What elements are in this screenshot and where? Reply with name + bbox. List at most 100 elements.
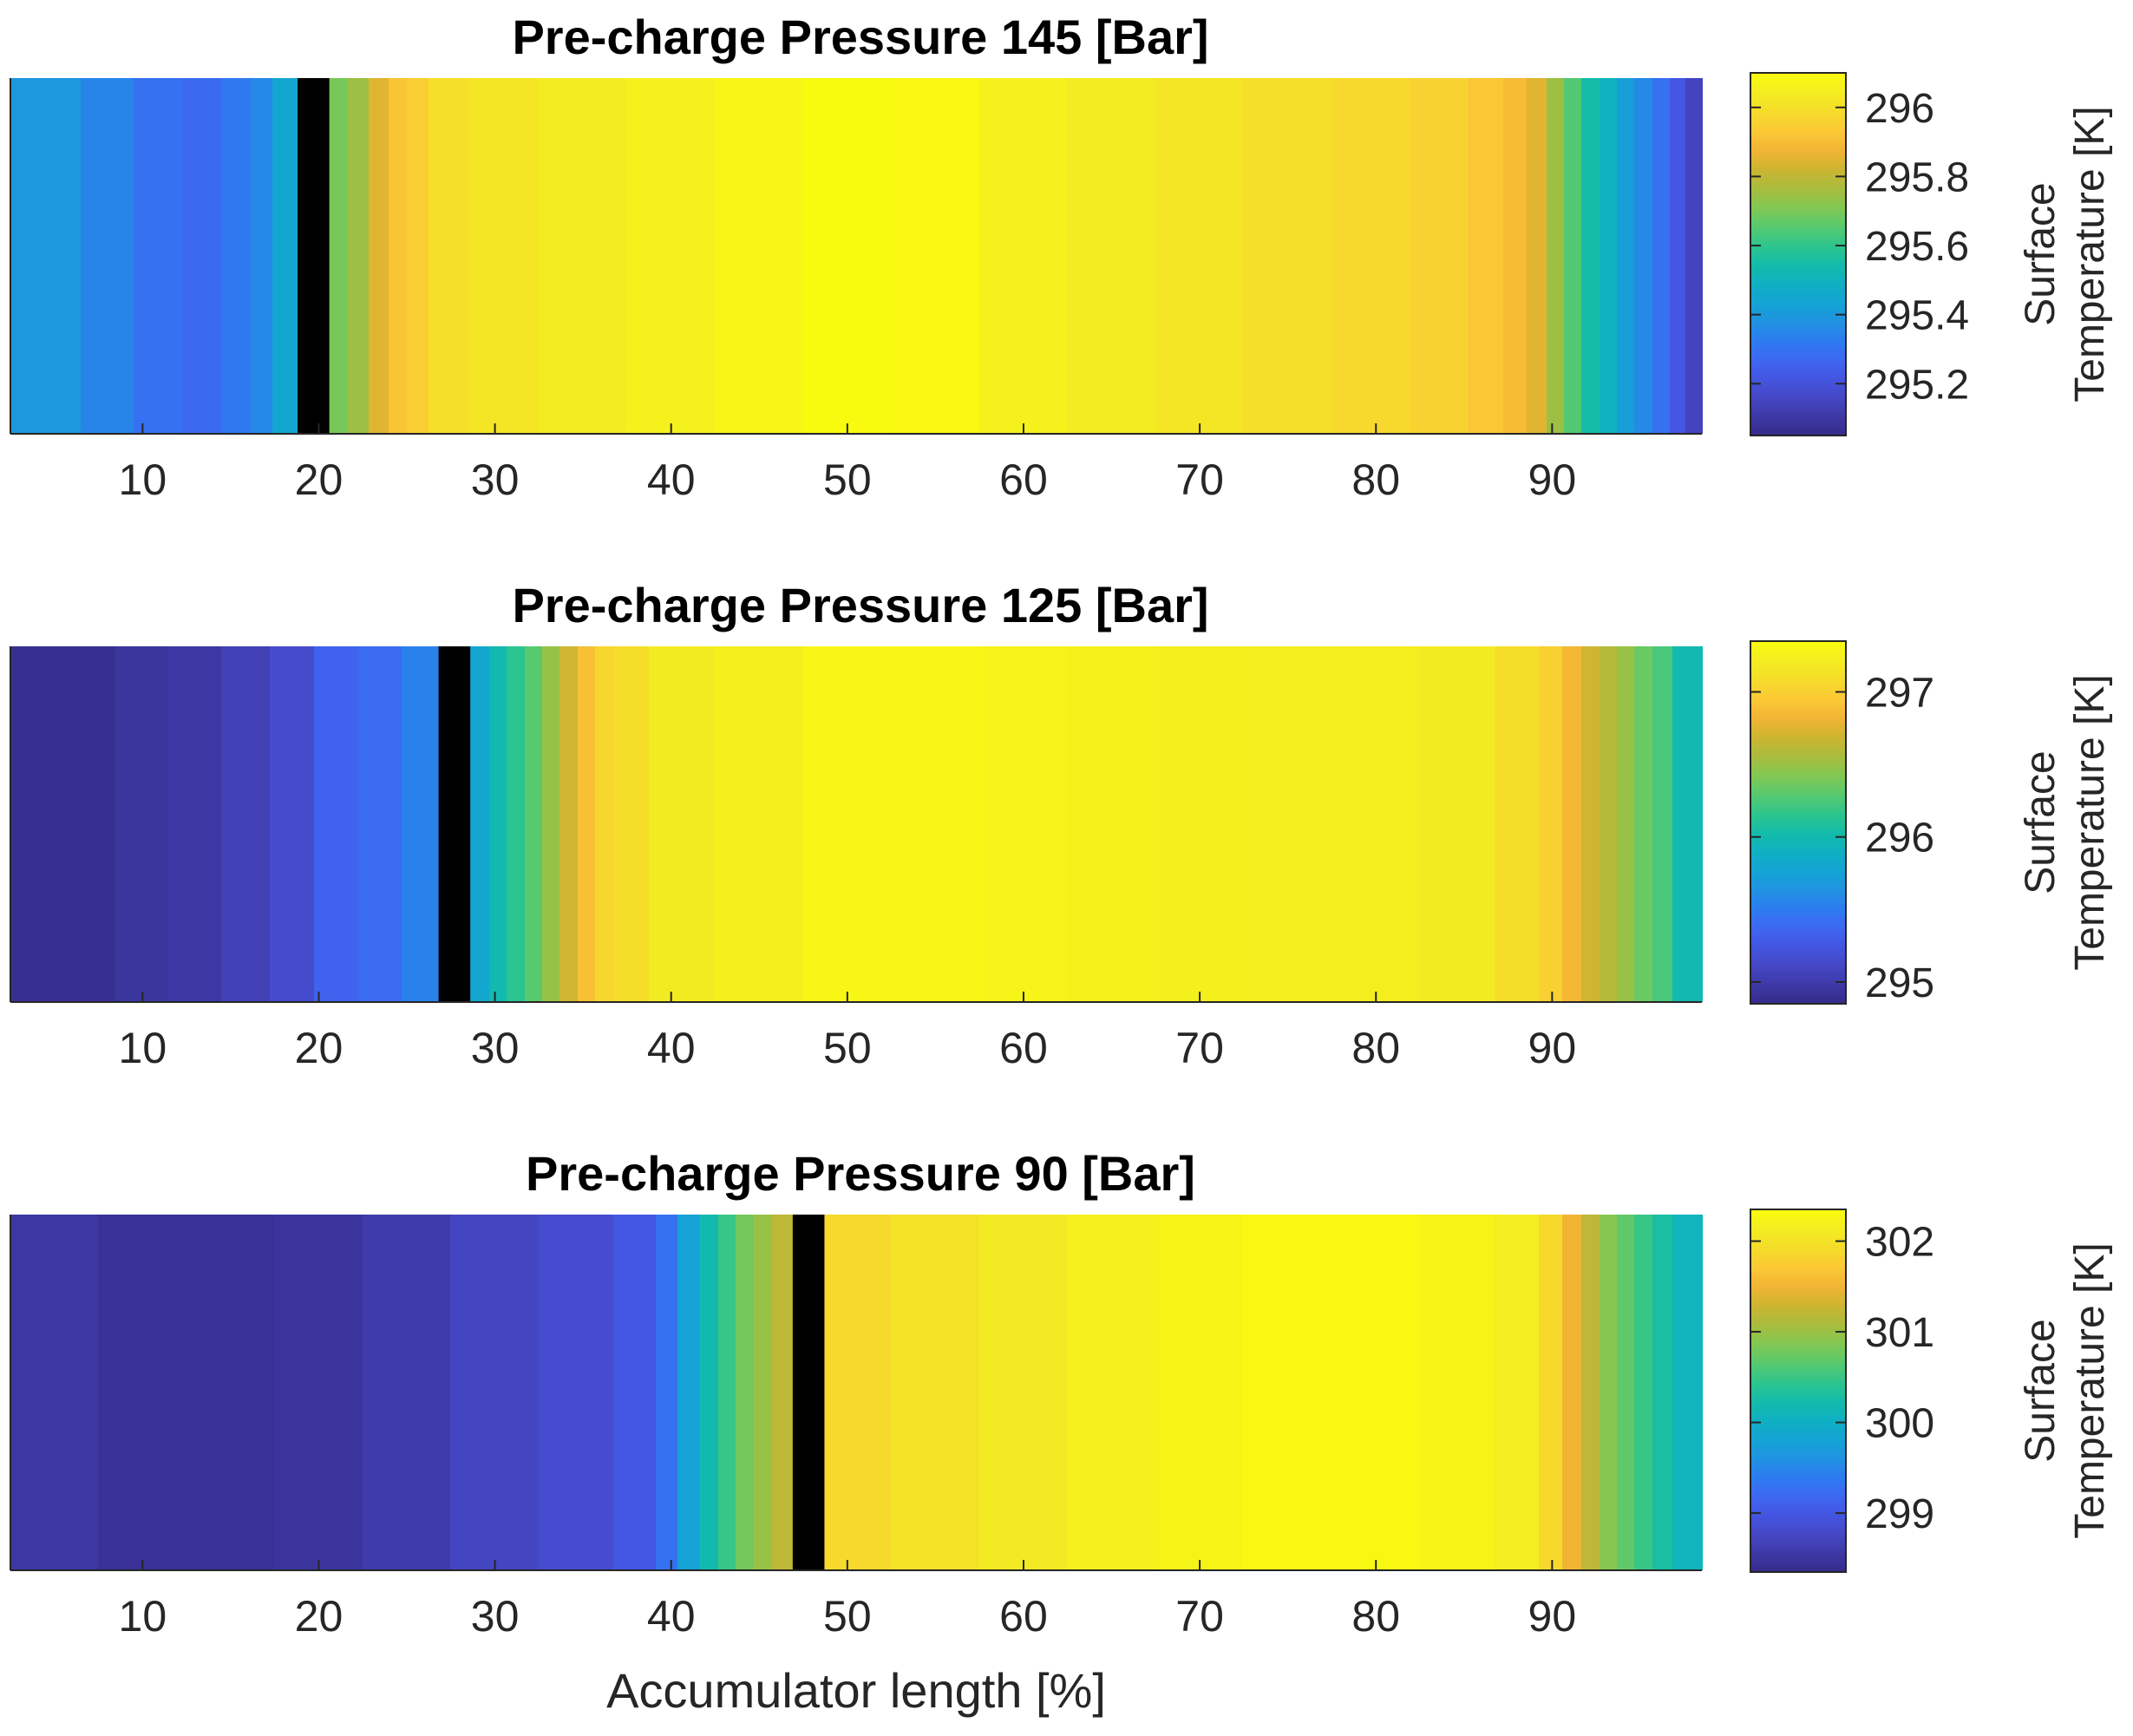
colorbar-strip: [1750, 1490, 1846, 1494]
colorbar-strip: [1750, 740, 1846, 744]
colorbar-strip: [1750, 1302, 1846, 1307]
heatmap-cell: [348, 78, 370, 434]
x-tick-label: 40: [647, 1592, 696, 1641]
colorbar-strip: [1750, 88, 1846, 92]
heatmap-cell: [979, 1215, 1069, 1570]
colorbar-strip: [1750, 870, 1846, 875]
heatmap-cell: [1600, 1215, 1619, 1570]
colorbar-strip: [1750, 798, 1846, 802]
colorbar-strip: [1750, 212, 1846, 216]
colorbar-strip: [1750, 1457, 1846, 1461]
colorbar-strip: [1750, 1408, 1846, 1412]
heatmap-cell: [1503, 78, 1528, 434]
colorbar-strip: [1750, 937, 1846, 941]
colorbar-strip: [1750, 115, 1846, 119]
colorbar-strip: [1750, 1511, 1846, 1516]
colorbar-strip: [1750, 913, 1846, 917]
heatmap-cell: [1420, 1215, 1496, 1570]
colorbar-strip: [1750, 695, 1846, 699]
colorbar-strip: [1750, 689, 1846, 693]
colorbar-strip: [1750, 290, 1846, 294]
colorbar-strip: [1750, 377, 1846, 382]
colorbar-strip: [1750, 359, 1846, 364]
colorbar-strip: [1750, 426, 1846, 430]
heatmap-cell: [429, 78, 470, 434]
colorbar-strip: [1750, 898, 1846, 902]
heatmap-cell: [134, 78, 184, 434]
colorbar-strip: [1750, 1569, 1846, 1573]
colorbar-strip: [1750, 73, 1846, 77]
heatmap-cell: [358, 646, 403, 1002]
colorbar-strip: [1750, 90, 1846, 95]
colorbar-strip: [1750, 880, 1846, 884]
colorbar-strip: [1750, 1366, 1846, 1371]
colorbar-strip: [1750, 1345, 1846, 1349]
x-tick-label: 10: [119, 455, 167, 504]
heatmap-cell: [539, 78, 628, 434]
colorbar-strip: [1750, 1451, 1846, 1455]
colorbar-strip: [1750, 248, 1846, 252]
colorbar-strip: [1750, 121, 1846, 125]
colorbar-strip: [1750, 151, 1846, 155]
colorbar-strip: [1750, 259, 1846, 264]
x-tick-label: 50: [823, 455, 872, 504]
colorbar-strip: [1750, 958, 1846, 962]
heatmap-cell: [221, 646, 272, 1002]
colorbar-strip: [1750, 982, 1846, 986]
colorbar-strip: [1750, 94, 1846, 98]
colorbar-frame: [1750, 640, 1847, 1005]
heatmap-cell: [615, 646, 651, 1002]
heatmap-cell: [168, 646, 223, 1002]
heatmap-cell: [450, 1215, 540, 1570]
colorbar-strip: [1750, 671, 1846, 675]
colorbar-strip: [1750, 964, 1846, 968]
colorbar-strip: [1750, 656, 1846, 660]
colorbar-strip: [1750, 275, 1846, 279]
heatmap-cell: [1067, 646, 1157, 1002]
colorbar-strip: [1750, 236, 1846, 240]
heatmap-cell: [1155, 78, 1245, 434]
colorbar-strip: [1750, 1275, 1846, 1280]
colorbar-strip: [1750, 644, 1846, 648]
colorbar-strip: [1750, 807, 1846, 811]
colorbar-strip: [1750, 193, 1846, 198]
colorbar-strip: [1750, 858, 1846, 862]
heatmap-cell: [1067, 78, 1157, 434]
x-tick-label: 70: [1175, 1024, 1224, 1072]
colorbar-frame: [1750, 1209, 1847, 1573]
colorbar-strip: [1750, 1354, 1846, 1359]
colorbar-strip: [1750, 868, 1846, 872]
colorbar-strip: [1750, 813, 1846, 817]
colorbar-strip: [1750, 1281, 1846, 1286]
heatmap-cell: [1652, 646, 1674, 1002]
colorbar-strip: [1750, 1255, 1846, 1259]
heatmap-cell: [1670, 78, 1687, 434]
heatmap-cell: [1420, 646, 1496, 1002]
x-tick-label: 10: [119, 1024, 167, 1072]
colorbar-strip: [1750, 383, 1846, 388]
colorbar-strip: [1750, 1351, 1846, 1355]
colorbar-tick-label: 300: [1865, 1401, 1934, 1447]
colorbar-strip: [1750, 1320, 1846, 1325]
colorbar-strip: [1750, 1379, 1846, 1383]
colorbar-strip: [1750, 677, 1846, 681]
colorbar-strip: [1750, 432, 1846, 436]
colorbar-strip: [1750, 864, 1846, 868]
colorbar-strip: [1750, 338, 1846, 343]
colorbar-strip: [1750, 402, 1846, 406]
colorbar-strip: [1750, 145, 1846, 149]
x-tick-label: 20: [295, 1592, 344, 1641]
colorbar-strip: [1750, 84, 1846, 88]
colorbar-strip: [1750, 992, 1846, 996]
colorbar-strip: [1750, 127, 1846, 131]
colorbar-strip: [1750, 257, 1846, 261]
heatmap-cell: [542, 646, 561, 1002]
colorbar-strip: [1750, 801, 1846, 805]
x-tick-label: 80: [1351, 455, 1400, 504]
colorbar-label-line2: Temperature [K]: [2067, 106, 2113, 402]
heatmap-cell: [507, 646, 527, 1002]
colorbar-strip: [1750, 1391, 1846, 1395]
x-tick-label: 90: [1528, 455, 1577, 504]
colorbar-strip: [1750, 1297, 1846, 1301]
